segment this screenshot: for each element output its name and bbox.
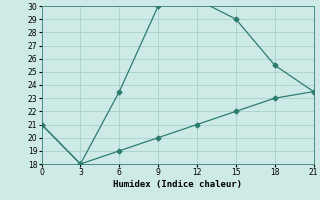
X-axis label: Humidex (Indice chaleur): Humidex (Indice chaleur) xyxy=(113,180,242,189)
